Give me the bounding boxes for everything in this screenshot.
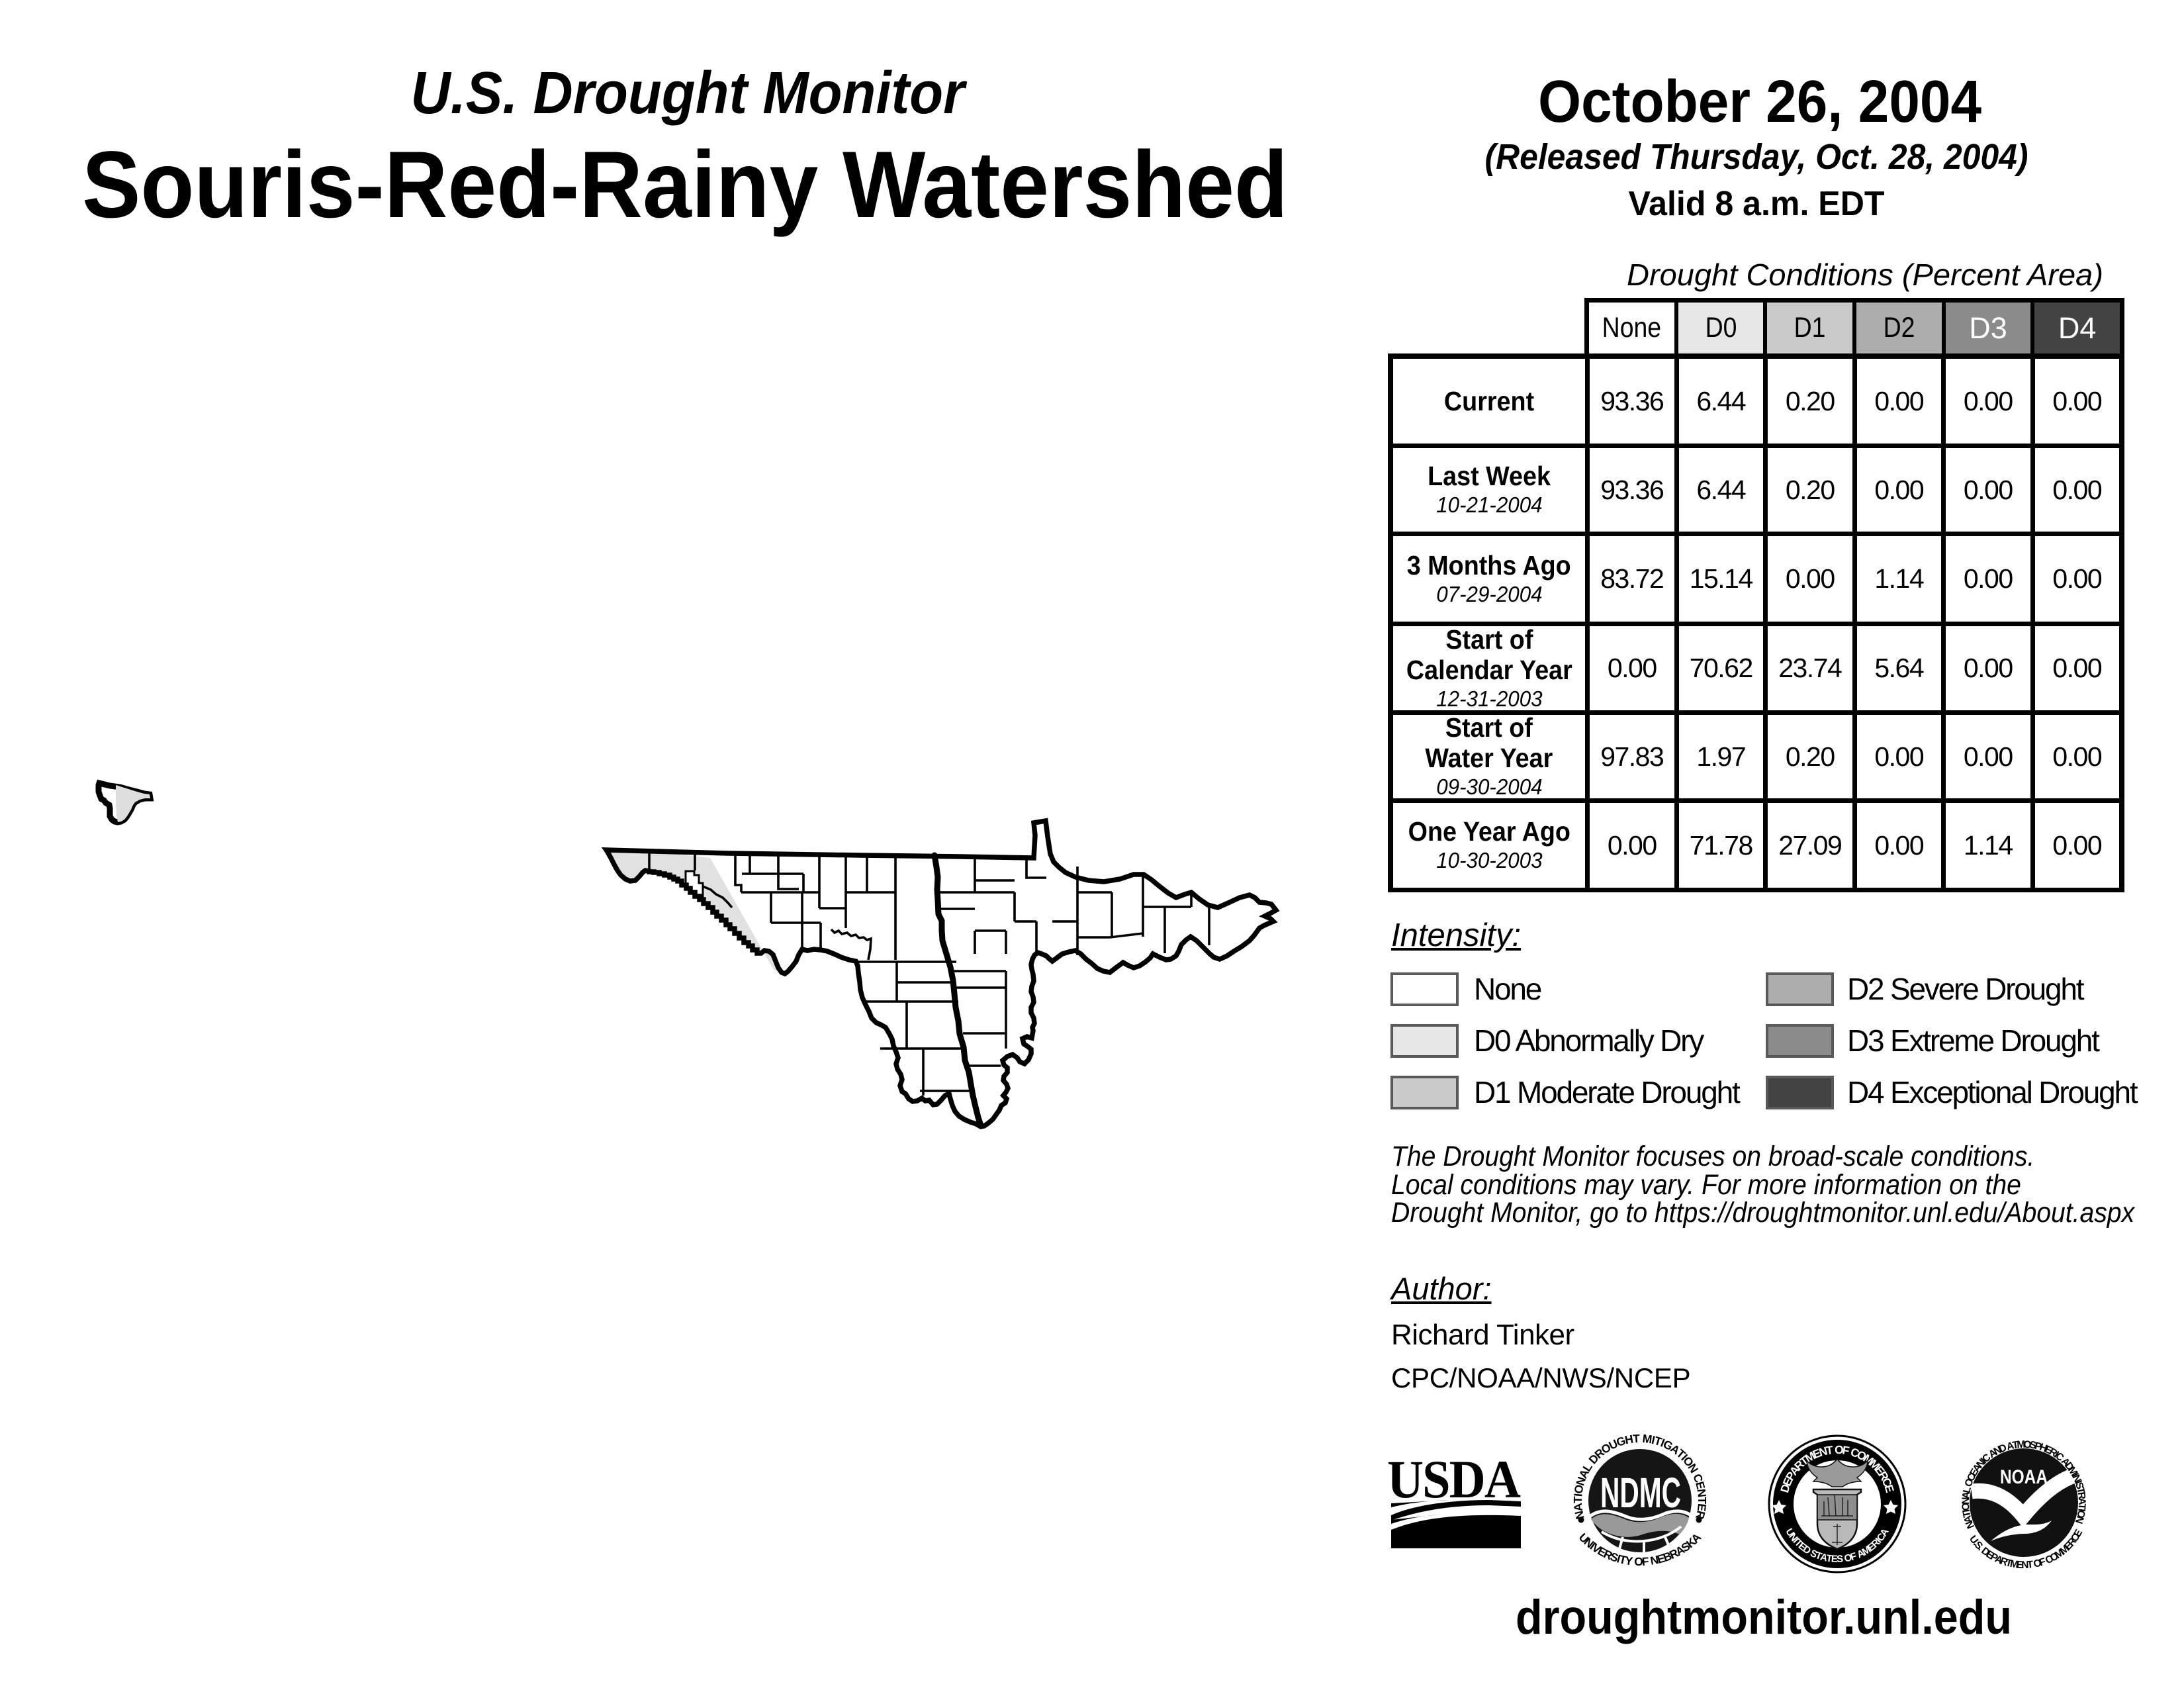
svg-text:T: T xyxy=(1825,1553,1833,1565)
svg-text:P: P xyxy=(2033,1440,2042,1453)
svg-text:N: N xyxy=(1960,1497,1972,1505)
svg-text:O: O xyxy=(1960,1502,1972,1511)
svg-text:O: O xyxy=(1572,1483,1586,1495)
svg-text:F: F xyxy=(1641,1554,1649,1568)
svg-text:I: I xyxy=(1651,1433,1657,1447)
svg-text:D: D xyxy=(1778,1482,1793,1494)
svg-text:M: M xyxy=(2017,1439,2026,1451)
svg-text:S: S xyxy=(1837,1554,1844,1565)
svg-text:droughtmonitor.unl.edu: droughtmonitor.unl.edu xyxy=(1516,1591,2012,1644)
svg-text:T: T xyxy=(2075,1503,2087,1511)
svg-text:T: T xyxy=(1618,1552,1628,1567)
svg-text:(Released Thursday, Oct. 28, 2: (Released Thursday, Oct. 28, 2004) xyxy=(1485,137,2028,177)
svg-text:E: E xyxy=(1693,1480,1707,1491)
svg-text:N: N xyxy=(1649,1553,1660,1568)
svg-text:O: O xyxy=(2074,1509,2087,1519)
svg-text:T: T xyxy=(1571,1496,1584,1503)
svg-text:A: A xyxy=(1962,1514,1974,1524)
svg-text:O: O xyxy=(1634,1555,1643,1568)
svg-text:O: O xyxy=(1835,1443,1844,1456)
svg-text:T: T xyxy=(1696,1497,1709,1504)
svg-text:S: S xyxy=(2073,1481,2085,1491)
svg-text:T: T xyxy=(1825,1443,1835,1457)
svg-text:E: E xyxy=(1831,1554,1838,1565)
svg-text:A: A xyxy=(2076,1497,2087,1505)
svg-text:I: I xyxy=(1615,1552,1622,1566)
svg-text:T: T xyxy=(1961,1510,1974,1519)
svg-text:E: E xyxy=(1655,1552,1666,1566)
svg-text:O: O xyxy=(2023,1439,2032,1451)
svg-text:T: T xyxy=(2026,1559,2034,1571)
svg-text:I: I xyxy=(2075,1508,2087,1512)
svg-text:Y: Y xyxy=(1624,1554,1634,1568)
svg-text:O: O xyxy=(1963,1477,1976,1488)
svg-text:E: E xyxy=(2016,1559,2023,1571)
svg-text:F: F xyxy=(1841,1443,1850,1458)
svg-text:A: A xyxy=(1960,1491,1972,1499)
svg-text:Souris-Red-Rainy Watershed: Souris-Red-Rainy Watershed xyxy=(82,132,1288,238)
svg-text:N: N xyxy=(1573,1475,1588,1487)
svg-text:N: N xyxy=(1695,1488,1709,1498)
svg-text:Valid 8 a.m. EDT: Valid 8 a.m. EDT xyxy=(1629,185,1885,223)
svg-text:L: L xyxy=(1961,1485,1974,1494)
svg-text:T: T xyxy=(2074,1486,2087,1495)
svg-text:A: A xyxy=(1571,1502,1585,1512)
svg-text:H: H xyxy=(2038,1442,2048,1455)
svg-text:N: N xyxy=(2073,1515,2086,1525)
svg-text:I: I xyxy=(1659,1436,1666,1449)
svg-text:U.S. Drought Monitor: U.S. Drought Monitor xyxy=(411,60,968,126)
svg-text:I: I xyxy=(1571,1493,1584,1497)
svg-text:S: S xyxy=(2028,1439,2037,1451)
svg-text:Drought Conditions (Percent Ar: Drought Conditions (Percent Area) xyxy=(1627,258,2103,292)
svg-text:USDA: USDA xyxy=(1387,1449,1521,1509)
svg-text:A: A xyxy=(2005,1440,2015,1452)
svg-text:H: H xyxy=(1623,1432,1634,1447)
svg-text:N: N xyxy=(2021,1560,2029,1571)
svg-text:I: I xyxy=(2070,1472,2081,1479)
svg-text:NDMC: NDMC xyxy=(1600,1469,1681,1517)
svg-text:R: R xyxy=(2075,1491,2087,1500)
svg-text:E: E xyxy=(1882,1483,1896,1494)
svg-text:R: R xyxy=(1999,1556,2009,1569)
svg-text:October 26, 2004: October 26, 2004 xyxy=(1538,69,1981,135)
svg-text:O: O xyxy=(1843,1552,1853,1564)
svg-text:A: A xyxy=(1819,1551,1829,1564)
svg-text:I: I xyxy=(2072,1479,2083,1485)
svg-text:M: M xyxy=(1642,1432,1653,1446)
svg-text:I: I xyxy=(1961,1509,1972,1513)
svg-text:NOAA: NOAA xyxy=(2000,1466,2048,1488)
svg-text:O: O xyxy=(2032,1558,2042,1570)
svg-text:M: M xyxy=(2009,1558,2019,1571)
svg-text:N: N xyxy=(1817,1444,1829,1460)
svg-text:E: E xyxy=(1695,1503,1709,1512)
svg-text:T: T xyxy=(1633,1432,1641,1446)
svg-text:T: T xyxy=(2011,1439,2019,1451)
svg-text:G: G xyxy=(1615,1434,1627,1449)
